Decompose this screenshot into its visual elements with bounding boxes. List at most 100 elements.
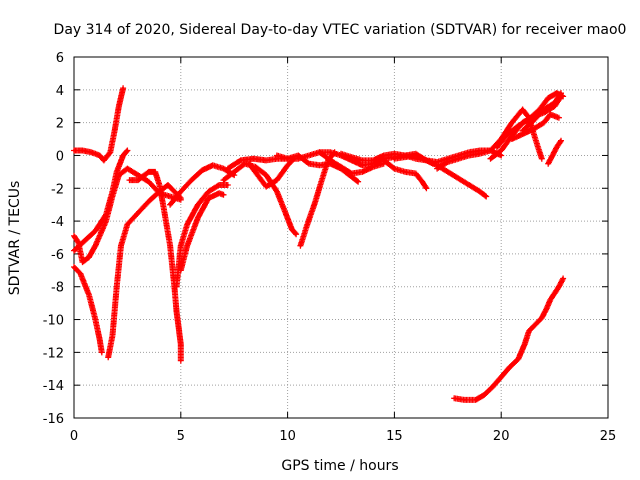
data-point xyxy=(532,119,535,123)
data-point xyxy=(540,316,543,320)
series-arc-23 xyxy=(508,111,562,142)
y-tick-label: -6 xyxy=(51,248,64,263)
data-point xyxy=(491,385,494,388)
data-point xyxy=(179,190,182,193)
data-point xyxy=(506,132,509,136)
data-point xyxy=(115,170,118,174)
plot-border xyxy=(73,56,609,419)
data-point xyxy=(356,180,360,183)
data-point xyxy=(361,159,364,162)
data-point xyxy=(168,195,172,198)
data-point xyxy=(175,285,178,288)
data-point xyxy=(521,129,524,132)
data-point xyxy=(115,285,118,288)
data-point xyxy=(361,170,364,174)
data-point xyxy=(226,167,229,170)
x-tick-label: 0 xyxy=(70,429,78,444)
y-axis-label: SDTVAR / TECUs xyxy=(7,181,23,296)
data-point xyxy=(117,105,121,108)
data-point xyxy=(275,154,279,157)
data-point xyxy=(318,151,321,154)
data-point xyxy=(534,323,537,326)
data-point xyxy=(305,224,308,228)
data-point xyxy=(361,164,364,167)
data-point xyxy=(286,164,289,167)
data-point xyxy=(126,167,129,170)
data-point xyxy=(542,121,546,124)
data-point xyxy=(173,190,176,193)
data-point xyxy=(474,398,477,402)
data-point xyxy=(186,223,189,226)
data-point xyxy=(517,124,520,128)
x-axis-label: GPS time / hours xyxy=(281,458,398,474)
data-point xyxy=(403,155,407,159)
data-point xyxy=(158,183,161,187)
series-arc-25 xyxy=(545,137,564,167)
data-point xyxy=(179,359,182,362)
data-point xyxy=(534,137,537,141)
data-point xyxy=(136,173,140,177)
data-point xyxy=(414,172,417,175)
series-markers xyxy=(71,85,127,164)
data-point xyxy=(119,244,123,247)
data-point xyxy=(107,356,110,359)
y-tick-label: -4 xyxy=(51,215,64,230)
data-point xyxy=(166,183,170,187)
data-point xyxy=(339,152,343,155)
data-point xyxy=(403,170,407,174)
y-tick-label: 0 xyxy=(56,149,64,164)
data-point xyxy=(320,178,323,182)
series-markers xyxy=(451,275,567,403)
data-point xyxy=(207,196,210,200)
data-point xyxy=(79,272,82,275)
data-point xyxy=(186,244,189,247)
data-point xyxy=(275,190,279,193)
data-point xyxy=(547,162,550,165)
data-point xyxy=(207,190,210,193)
data-point xyxy=(196,216,200,219)
series-markers xyxy=(173,308,184,364)
data-point xyxy=(265,173,268,177)
data-point xyxy=(555,146,558,149)
series-arc-12 xyxy=(220,160,300,238)
data-point xyxy=(265,185,268,188)
data-point xyxy=(275,178,279,182)
series-markers xyxy=(434,106,545,172)
data-point xyxy=(81,149,84,152)
series-markers xyxy=(71,264,105,356)
data-point xyxy=(446,160,449,164)
data-point xyxy=(457,177,460,180)
data-point xyxy=(553,101,556,105)
data-point xyxy=(100,351,104,354)
data-point xyxy=(222,167,225,170)
data-point xyxy=(457,157,460,160)
data-point xyxy=(175,310,178,313)
y-tick-label: -16 xyxy=(43,412,64,427)
data-point xyxy=(87,256,91,259)
data-point xyxy=(478,190,481,193)
data-point xyxy=(265,159,268,162)
data-point xyxy=(495,146,499,149)
data-point xyxy=(489,157,492,160)
data-point xyxy=(168,203,172,206)
data-point xyxy=(299,244,302,247)
data-point xyxy=(233,170,236,174)
data-point xyxy=(371,159,375,162)
series-arc-26 xyxy=(451,275,567,403)
data-point xyxy=(521,108,524,111)
data-point xyxy=(551,154,554,157)
data-point xyxy=(284,211,287,215)
data-point xyxy=(485,195,488,198)
data-point xyxy=(468,183,471,187)
data-point xyxy=(226,183,229,187)
data-point xyxy=(286,157,289,160)
data-point xyxy=(350,155,353,159)
data-point xyxy=(350,172,353,175)
data-point xyxy=(81,260,84,264)
data-point xyxy=(382,159,385,162)
data-point xyxy=(218,192,221,195)
data-point xyxy=(425,187,428,190)
data-point xyxy=(98,154,101,157)
grid xyxy=(74,57,608,418)
series-arc-24 xyxy=(519,90,564,134)
